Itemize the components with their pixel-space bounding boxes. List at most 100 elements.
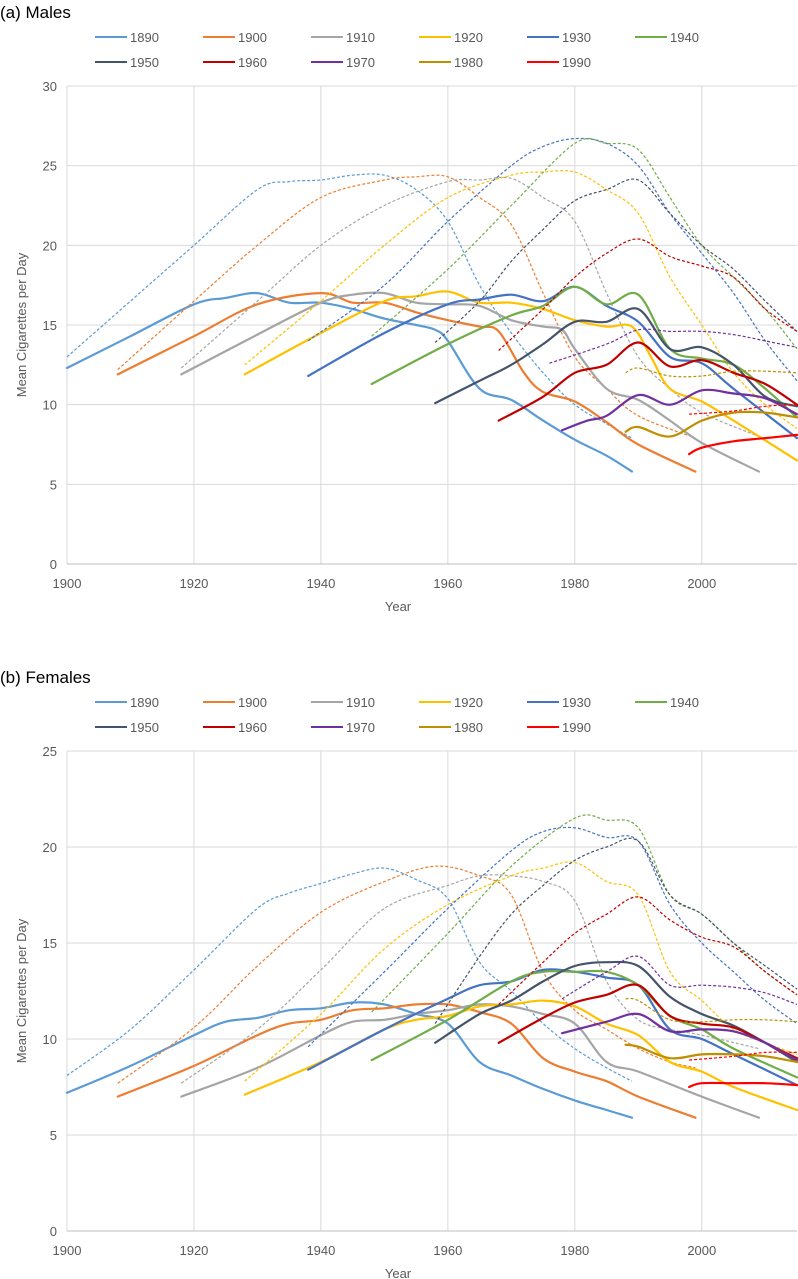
legend-item-1920: 1920 [419, 695, 483, 710]
solid-line-1920 [243, 290, 798, 462]
dashed-line-1990 [689, 404, 798, 415]
solid-line-1890 [65, 291, 634, 473]
solid-line-1970 [561, 388, 798, 432]
y-tick-label: 30 [43, 79, 57, 94]
solid-line-1980 [624, 410, 798, 438]
series-1960 [497, 238, 798, 422]
females-chart: (b) Females 1890 1900 1910 1920 1930 1940 1950 1… [0, 668, 798, 1279]
legend-label: 1970 [346, 720, 375, 735]
legend-item-1950: 1950 [95, 55, 159, 70]
legend-item-1910: 1910 [311, 30, 375, 45]
legend-item-1960: 1960 [203, 55, 267, 70]
legend-item-1970: 1970 [311, 720, 375, 735]
dashed-line-1890 [66, 173, 633, 439]
dashed-line-1930 [307, 137, 798, 382]
solid-line-1900 [116, 291, 697, 473]
dashed-line-1980 [625, 367, 798, 378]
legend-item-1910: 1910 [311, 695, 375, 710]
x-tick-label: 1960 [433, 576, 462, 591]
legend-item-1940: 1940 [635, 695, 699, 710]
series-1980 [624, 997, 798, 1064]
legend-label: 1950 [130, 55, 159, 70]
legend-label: 1960 [238, 720, 267, 735]
x-tick-label: 1960 [433, 1243, 462, 1258]
legend-label: 1980 [454, 55, 483, 70]
legend-label: 1960 [238, 55, 267, 70]
dashed-line-1950 [434, 837, 798, 1024]
series-1890 [65, 173, 634, 473]
solid-line-1960 [497, 341, 798, 422]
legend-item-1900: 1900 [203, 695, 267, 710]
males-chart: (a) Males 1890 1900 1910 1920 1930 1940 1950 196… [0, 3, 798, 614]
solid-line-1910 [180, 291, 760, 473]
solid-line-1970 [561, 1012, 798, 1062]
chart-title: (b) Females [0, 668, 91, 687]
y-tick-label: 15 [43, 936, 57, 951]
dashed-line-1920 [244, 861, 798, 1082]
legend-item-1930: 1930 [527, 695, 591, 710]
legend-item-1920: 1920 [419, 30, 483, 45]
y-axis-title: Mean Cigarettes per Day [14, 918, 29, 1063]
solid-line-1890 [65, 1001, 634, 1119]
y-tick-label: 10 [43, 398, 57, 413]
series-1990 [688, 404, 798, 456]
x-tick-label: 1900 [53, 576, 82, 591]
solid-line-1900 [116, 1002, 697, 1119]
x-tick-label: 1940 [306, 576, 335, 591]
x-tick-label: 1900 [53, 1243, 82, 1258]
legend-label: 1920 [454, 30, 483, 45]
solid-line-1910 [180, 1003, 760, 1119]
legend-label: 1910 [346, 30, 375, 45]
series-1990 [688, 1051, 798, 1089]
legend-label: 1990 [562, 55, 591, 70]
series-1960 [497, 896, 798, 1060]
y-tick-label: 5 [50, 1128, 57, 1143]
series-1910 [180, 176, 760, 473]
series-1890 [65, 867, 634, 1119]
dashed-line-1920 [244, 169, 798, 430]
x-tick-label: 2000 [687, 1243, 716, 1258]
y-tick-label: 5 [50, 477, 57, 492]
dashed-line-1890 [66, 867, 633, 1082]
legend-label: 1900 [238, 30, 267, 45]
y-tick-label: 0 [50, 557, 57, 572]
solid-line-1950 [434, 307, 798, 408]
series-1980 [624, 367, 798, 438]
series-1900 [116, 865, 697, 1119]
solid-line-1950 [434, 960, 798, 1064]
y-tick-label: 25 [43, 159, 57, 174]
dashed-line-1970 [549, 328, 798, 364]
legend-item-1900: 1900 [203, 30, 267, 45]
dashed-line-1980 [625, 997, 798, 1023]
legend-label: 1970 [346, 55, 375, 70]
x-tick-label: 1920 [179, 1243, 208, 1258]
series-1950 [434, 837, 798, 1064]
legend-item-1950: 1950 [95, 720, 159, 735]
x-tick-label: 1920 [179, 576, 208, 591]
dashed-line-1910 [180, 874, 760, 1084]
y-tick-label: 0 [50, 1224, 57, 1239]
legend-item-1980: 1980 [419, 55, 483, 70]
y-tick-label: 15 [43, 318, 57, 333]
dashed-line-1990 [689, 1051, 798, 1061]
chart-title: (a) Males [0, 3, 71, 22]
legend-item-1980: 1980 [419, 720, 483, 735]
x-axis-title: Year [385, 1266, 412, 1279]
legend-item-1940: 1940 [635, 30, 699, 45]
y-tick-label: 20 [43, 238, 57, 253]
legend-label: 1930 [562, 695, 591, 710]
x-tick-label: 1980 [560, 576, 589, 591]
solid-line-1990 [688, 1081, 798, 1089]
y-tick-label: 20 [43, 840, 57, 855]
x-tick-label: 1940 [306, 1243, 335, 1258]
legend-item-1990: 1990 [527, 55, 591, 70]
series-1940 [370, 137, 798, 419]
legend-label: 1980 [454, 720, 483, 735]
legend-label: 1930 [562, 30, 591, 45]
dashed-line-1960 [498, 238, 798, 351]
series-1950 [434, 178, 798, 408]
legend-item-1960: 1960 [203, 720, 267, 735]
legend-item-1890: 1890 [95, 695, 159, 710]
series-1970 [561, 955, 798, 1062]
legend-item-1890: 1890 [95, 30, 159, 45]
